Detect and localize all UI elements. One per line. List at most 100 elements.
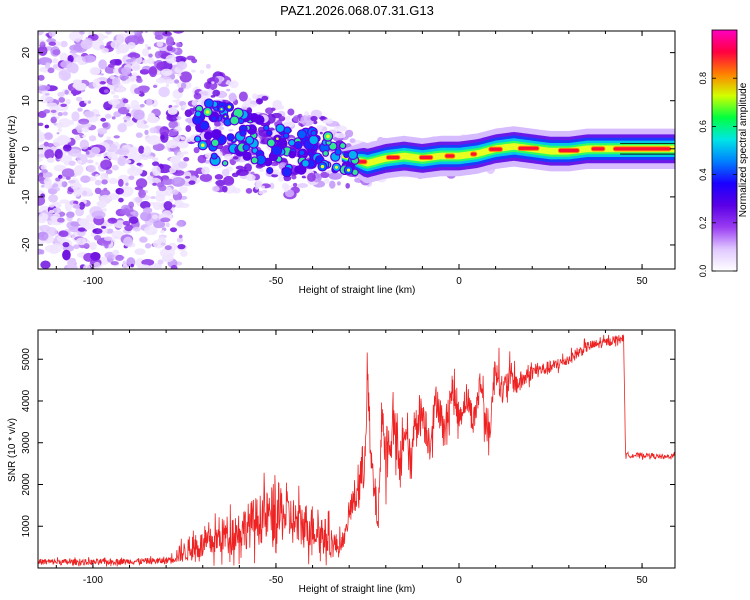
spectrogram-cell <box>223 161 228 166</box>
spectrogram-cell <box>238 91 248 102</box>
spectrogram-cell <box>169 227 178 233</box>
spectrogram-cell <box>57 128 62 132</box>
spectrogram-cell <box>165 54 177 64</box>
spectrogram-cell <box>122 263 128 269</box>
spectrogram-cell <box>148 66 158 78</box>
snr-frame <box>37 329 676 569</box>
spectrogram-cell <box>45 96 54 103</box>
spectrogram-cell <box>81 55 97 63</box>
spectrogram-cell <box>86 164 96 173</box>
spectrogram-cell <box>161 254 174 263</box>
spectrogram-cell <box>122 98 129 104</box>
spectrogram-cell <box>211 139 219 147</box>
spectrogram-cell <box>174 79 180 84</box>
spectrogram-cell <box>43 109 51 114</box>
spectrogram-cell <box>60 103 67 108</box>
spectrogram-cell <box>101 179 108 185</box>
spectrogram-cell <box>48 188 58 195</box>
spectrogram-cell <box>68 160 76 166</box>
spectrogram-cell <box>66 211 75 219</box>
spectrogram-cell <box>113 94 120 99</box>
spectrogram-cell <box>155 77 166 84</box>
spectrogram-cell <box>213 121 221 127</box>
spectrogram-cell <box>52 49 61 56</box>
colorbar-scale <box>711 29 738 272</box>
spectrogram-cell <box>142 59 149 64</box>
spectrogram-cell <box>79 139 89 150</box>
spectrogram-cell <box>52 183 59 188</box>
spectrogram-cell <box>87 32 94 35</box>
x-tick-label: -100 <box>83 276 103 287</box>
spectrogram-cell <box>117 106 130 115</box>
spectrogram-cell <box>153 263 162 269</box>
spectrogram-cell <box>180 136 186 141</box>
spectrogram-cell <box>45 62 51 66</box>
spectrogram-cell <box>108 177 118 185</box>
spectrogram-cell <box>54 148 63 160</box>
spectrogram-cell <box>67 55 74 63</box>
spectrogram-cell <box>348 150 357 159</box>
spectrogram-cell <box>64 89 69 95</box>
spectrogram-cell <box>127 166 143 177</box>
spectrogram-cell <box>335 149 341 155</box>
spectrogram-cell <box>276 137 279 141</box>
spectrogram-cell <box>349 138 356 144</box>
spectrogram-cell <box>38 195 46 206</box>
spectrogram-cell <box>150 196 156 200</box>
spectrogram-cell <box>118 197 124 203</box>
spectrogram-cell <box>289 151 296 158</box>
spectrogram-cell <box>125 76 129 80</box>
spectrogram-cell <box>38 212 49 221</box>
spectrogram-cell <box>178 234 183 239</box>
spectrogram-cell <box>130 263 134 268</box>
spectrogram-cell <box>41 169 48 174</box>
spectrogram-cell <box>80 175 91 183</box>
spectrogram-cell <box>344 152 349 157</box>
spectrogram-cell <box>295 166 301 173</box>
spectrogram-cell <box>103 35 109 39</box>
spectrogram-cell <box>236 169 249 177</box>
spectrogram-cell <box>307 172 316 182</box>
spectrogram-cell <box>38 122 44 127</box>
spectrogram-cell <box>186 55 196 61</box>
spectrogram-cell <box>86 159 94 164</box>
spectrogram-cell <box>140 211 152 222</box>
spectrogram-cell <box>205 99 213 108</box>
spectrogram-cell <box>117 123 127 133</box>
spectrogram-cell <box>344 129 354 138</box>
spectrogram-cell <box>58 118 72 128</box>
spectrogram-cell <box>47 67 55 74</box>
spectrogram-cell <box>53 164 67 172</box>
spectrogram-cell <box>48 31 57 37</box>
spectrogram-cell <box>138 189 146 199</box>
spectrogram-cell <box>157 259 164 265</box>
spectrogram-cell <box>144 134 152 143</box>
spectrogram-cell <box>82 190 88 196</box>
spectrogram-cell <box>178 161 188 169</box>
spectrogram-cell <box>269 182 275 190</box>
y-tick-label: -10 <box>21 189 32 204</box>
spectrogram-cell <box>110 40 123 50</box>
spectrogram-cell <box>246 174 256 182</box>
spectrogram-cell <box>171 189 179 195</box>
spectral-hotspot <box>591 147 605 151</box>
spectrogram-cell <box>136 119 144 129</box>
spectrogram-cell <box>147 155 154 159</box>
spectrogram-cell <box>119 186 134 197</box>
spectrogram-cell <box>329 142 337 150</box>
spectrogram-cell <box>121 66 132 76</box>
spectrogram-cell <box>38 248 43 255</box>
spectral-hotspot <box>470 152 477 156</box>
spectrogram-cell <box>212 89 221 97</box>
spectrogram-cell <box>61 168 75 178</box>
spectrogram-cell <box>93 261 101 268</box>
spectrogram-cell <box>250 171 255 175</box>
spectrogram-cell <box>152 157 159 162</box>
spectrogram-cell <box>38 157 43 162</box>
spectrogram-cell <box>171 177 186 187</box>
spectrogram-cell <box>224 115 227 118</box>
spectrogram-cell <box>166 45 173 52</box>
spectrogram-cell <box>152 143 165 152</box>
spectrogram-cell <box>160 217 171 223</box>
